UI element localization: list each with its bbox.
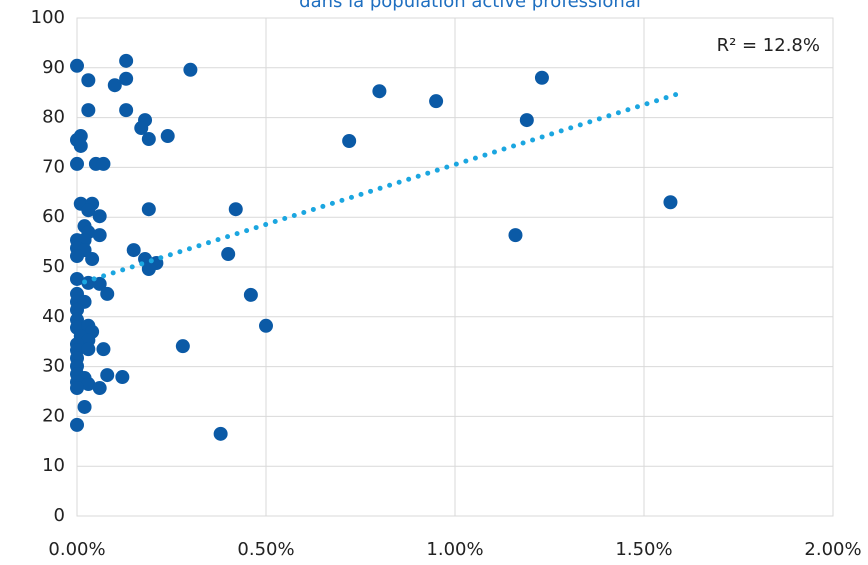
point (429, 94, 444, 109)
point (183, 62, 198, 77)
y-tick-label: 80 (42, 107, 65, 128)
y-tick-label: 60 (42, 206, 65, 227)
point (92, 381, 107, 396)
point (228, 202, 243, 217)
point (70, 381, 84, 396)
y-tick-label: 30 (42, 356, 65, 377)
point (92, 209, 107, 224)
x-tick-label: 1.50% (615, 539, 672, 560)
point (70, 271, 84, 286)
point (81, 342, 96, 357)
y-tick-label: 10 (42, 455, 65, 476)
point (243, 287, 258, 302)
point (77, 399, 92, 414)
point (141, 132, 156, 147)
chart-title: dans la population active professional (299, 0, 641, 12)
y-tick-label: 90 (42, 57, 65, 78)
y-tick-label: 20 (42, 405, 65, 426)
point (213, 426, 228, 441)
x-tick-label: 1.00% (426, 539, 483, 560)
point (175, 339, 190, 354)
point (259, 318, 273, 333)
point (519, 113, 534, 128)
point (141, 261, 156, 276)
point (115, 370, 130, 385)
point (70, 417, 84, 432)
point (81, 103, 96, 118)
point (107, 78, 122, 93)
y-tick-label: 100 (31, 7, 65, 28)
y-tick-label: 50 (42, 256, 65, 277)
x-tick-label: 2.00% (804, 539, 861, 560)
point (85, 252, 100, 267)
point (81, 203, 96, 218)
annotation: R² = 12.8% (717, 35, 820, 56)
point (160, 129, 175, 144)
point (342, 134, 357, 149)
point (100, 286, 115, 301)
point (70, 58, 84, 73)
point (534, 70, 549, 85)
point (92, 228, 107, 243)
point (134, 121, 149, 136)
trendline (82, 90, 685, 285)
y-tick-label: 40 (42, 306, 65, 327)
point (100, 368, 115, 383)
point (663, 195, 678, 210)
y-tick-label: 0 (54, 505, 65, 526)
point (119, 103, 134, 118)
point (81, 73, 96, 88)
point (70, 156, 84, 171)
x-tick-label: 0.50% (237, 539, 294, 560)
point (81, 377, 96, 392)
point (221, 247, 236, 262)
point (92, 276, 107, 291)
point (126, 243, 141, 258)
point (70, 249, 84, 264)
point (372, 84, 387, 99)
point (119, 71, 134, 86)
point (73, 138, 88, 153)
point (70, 302, 84, 317)
point (508, 228, 523, 243)
point (96, 156, 111, 171)
point (96, 342, 111, 357)
point (119, 53, 134, 68)
plot-border (76, 17, 834, 517)
point (141, 202, 156, 217)
y-tick-label: 70 (42, 156, 65, 177)
point (73, 129, 88, 144)
x-tick-label: 0.00% (48, 539, 105, 560)
